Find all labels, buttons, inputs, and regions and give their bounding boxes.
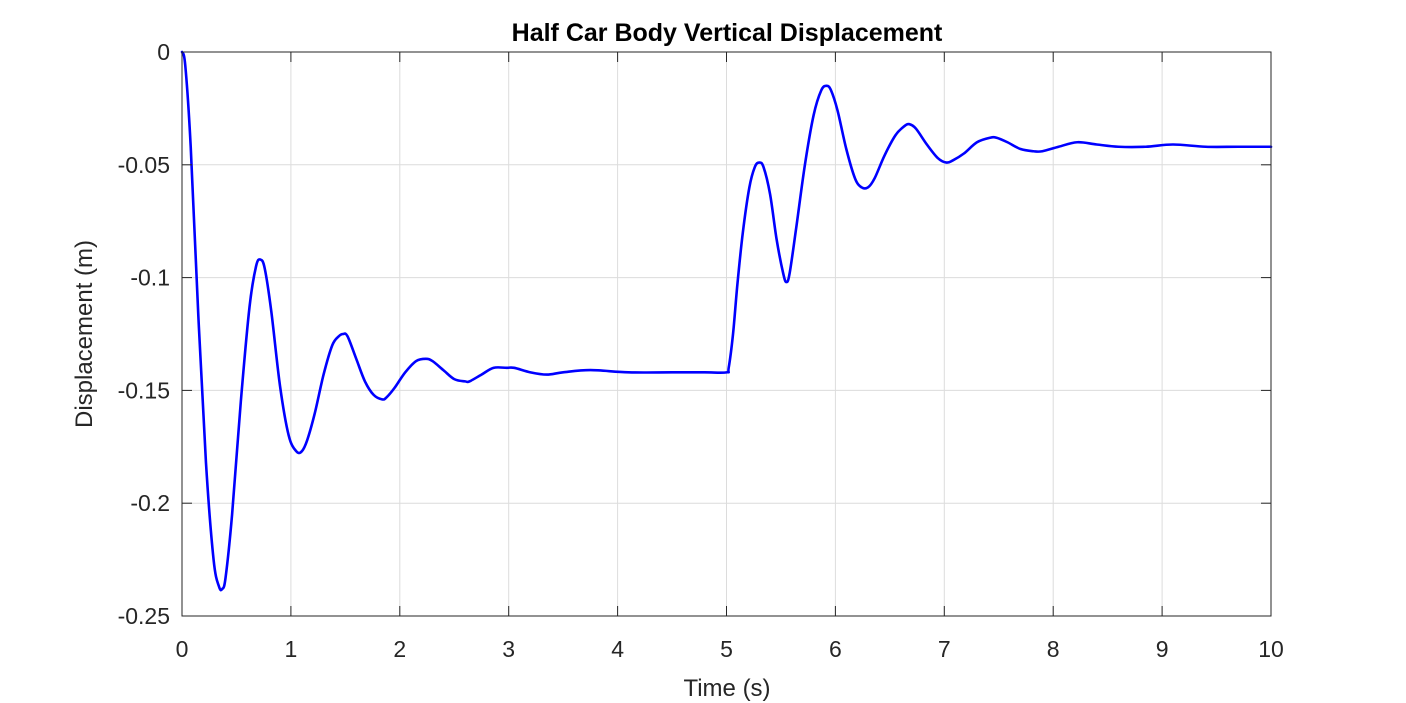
x-tick-label: 6	[829, 636, 842, 662]
tick-marks	[181, 51, 1272, 617]
y-tick-label: -0.05	[118, 152, 170, 178]
y-axis-label: Displacement (m)	[71, 240, 98, 428]
x-tick-label: 1	[285, 636, 298, 662]
x-axis-label: Time (s)	[683, 675, 770, 702]
x-tick-labels: 0 1 2 3 4 5 6 7 8 9 10	[176, 636, 1284, 662]
x-tick-label: 0	[176, 636, 189, 662]
y-tick-label: -0.15	[118, 377, 170, 403]
x-tick-label: 8	[1047, 636, 1060, 662]
x-tick-label: 5	[720, 636, 733, 662]
x-tick-label: 7	[938, 636, 951, 662]
y-tick-labels: 0 -0.05 -0.1 -0.15 -0.2 -0.25	[118, 39, 170, 629]
y-tick-label: 0	[157, 39, 170, 65]
x-tick-label: 2	[393, 636, 406, 662]
y-tick-label: -0.25	[118, 603, 170, 629]
x-tick-label: 4	[611, 636, 624, 662]
y-tick-label: -0.1	[130, 265, 170, 291]
x-tick-label: 10	[1258, 636, 1284, 662]
series-line	[180, 50, 1273, 592]
chart-title: Half Car Body Vertical Displacement	[512, 19, 943, 47]
x-tick-label: 3	[502, 636, 515, 662]
x-tick-label: 9	[1156, 636, 1169, 662]
y-tick-label: -0.2	[130, 490, 170, 516]
